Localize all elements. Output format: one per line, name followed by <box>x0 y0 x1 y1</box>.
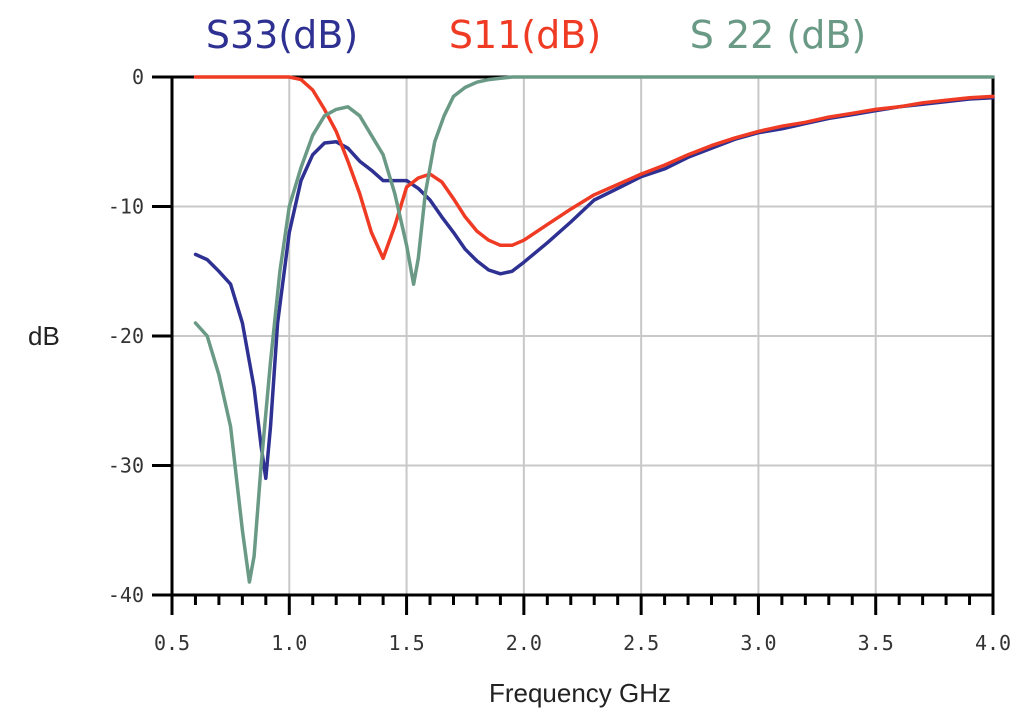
x-axis-label: Frequency GHz <box>489 678 671 708</box>
y-tick-labels: 0 -10 -20 -30 -40 <box>108 65 144 607</box>
y-tick-label: 0 <box>132 65 144 89</box>
x-tick-label: 3.0 <box>740 631 776 655</box>
legend-entry-1: S11(dB) <box>449 13 601 57</box>
x-tick-label: 2.5 <box>623 631 659 655</box>
legend-entry-2: S 22 (dB) <box>690 13 866 57</box>
y-axis-label: dB <box>28 321 60 351</box>
grid <box>172 77 993 595</box>
x-tick-label: 4.0 <box>975 631 1011 655</box>
x-tick-label: 1.5 <box>389 631 425 655</box>
y-tick-label: -10 <box>108 195 144 219</box>
series-group <box>193 75 995 584</box>
series-line-2 <box>193 75 995 584</box>
minor-ticks <box>152 75 995 615</box>
series-line-1 <box>193 75 995 261</box>
legend-entry-0: S33(dB) <box>206 13 358 57</box>
x-tick-label: 3.5 <box>858 631 894 655</box>
x-tick-label: 0.5 <box>154 631 190 655</box>
x-tick-label: 2.0 <box>506 631 542 655</box>
x-tick-label: 1.0 <box>271 631 307 655</box>
y-tick-label: -30 <box>108 454 144 478</box>
y-tick-label: -20 <box>108 324 144 348</box>
x-tick-labels: 0.5 1.0 1.5 2.0 2.5 3.0 3.5 4.0 <box>154 631 1011 655</box>
y-tick-label: -40 <box>108 583 144 607</box>
legend: S33(dB) S11(dB) S 22 (dB) <box>206 13 866 57</box>
series-line-0 <box>193 95 995 481</box>
